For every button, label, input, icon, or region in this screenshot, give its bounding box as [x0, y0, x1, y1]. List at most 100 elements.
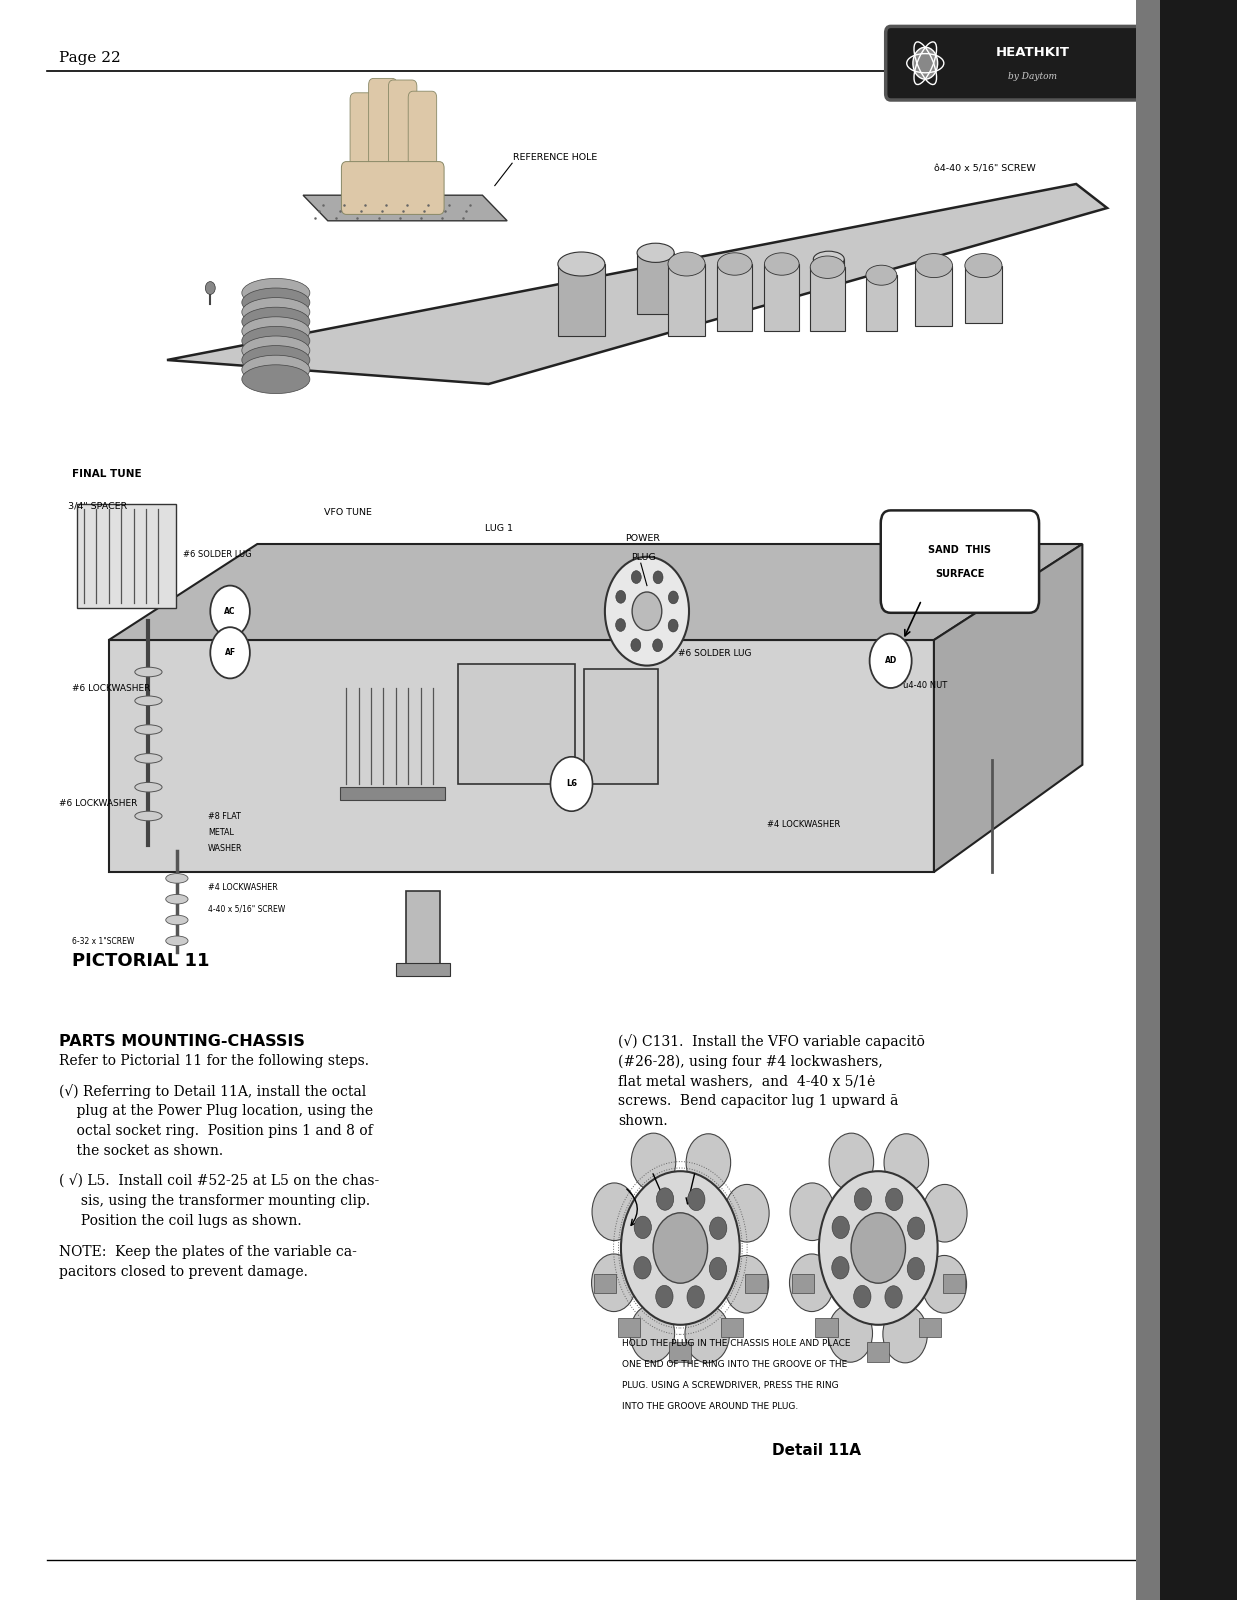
Text: ô4-40 x 5/16" SCREW: ô4-40 x 5/16" SCREW: [934, 165, 1035, 173]
Text: Refer to Pictorial 11 for the following steps.: Refer to Pictorial 11 for the following …: [59, 1053, 370, 1067]
Circle shape: [685, 1306, 730, 1363]
Text: PLUG. USING A SCREWDRIVER, PRESS THE RING: PLUG. USING A SCREWDRIVER, PRESS THE RIN…: [622, 1381, 839, 1390]
Bar: [814, 259, 845, 307]
Circle shape: [653, 638, 663, 651]
Bar: [915, 266, 952, 326]
Bar: [458, 664, 575, 784]
Circle shape: [709, 1258, 726, 1280]
Ellipse shape: [135, 725, 162, 734]
FancyBboxPatch shape: [350, 93, 379, 182]
Text: #8 FLAT: #8 FLAT: [208, 813, 241, 821]
Circle shape: [621, 1171, 740, 1325]
FancyBboxPatch shape: [881, 510, 1039, 613]
Circle shape: [653, 1213, 708, 1283]
Text: REFERENCE HOLE: REFERENCE HOLE: [513, 154, 597, 162]
Bar: [617, 1318, 640, 1338]
Bar: [867, 1342, 889, 1362]
Circle shape: [913, 46, 938, 78]
Polygon shape: [934, 544, 1082, 872]
Ellipse shape: [866, 266, 897, 285]
Text: L6: L6: [567, 779, 576, 789]
Circle shape: [851, 1213, 905, 1283]
Ellipse shape: [810, 256, 845, 278]
Text: (√) Referring to Detail 11A, install the octal: (√) Referring to Detail 11A, install the…: [59, 1085, 366, 1099]
Text: LUG 1: LUG 1: [485, 525, 513, 533]
Circle shape: [210, 586, 250, 637]
Text: Position the coil lugs as shown.: Position the coil lugs as shown.: [59, 1214, 302, 1229]
Ellipse shape: [965, 253, 1002, 277]
Ellipse shape: [241, 326, 309, 355]
Circle shape: [616, 590, 626, 603]
Circle shape: [591, 1254, 636, 1312]
Text: pacitors closed to prevent damage.: pacitors closed to prevent damage.: [59, 1264, 308, 1278]
Text: METAL: METAL: [208, 829, 234, 837]
Ellipse shape: [241, 365, 309, 394]
Circle shape: [907, 1258, 924, 1280]
Circle shape: [656, 1285, 673, 1307]
Circle shape: [631, 638, 641, 651]
FancyBboxPatch shape: [341, 162, 444, 214]
Circle shape: [616, 619, 626, 632]
Text: ( √) L5.  Install coil #52-25 at L5 on the chas-: ( √) L5. Install coil #52-25 at L5 on th…: [59, 1174, 380, 1189]
Ellipse shape: [668, 251, 705, 275]
Bar: [721, 1318, 743, 1338]
Ellipse shape: [166, 915, 188, 925]
Circle shape: [633, 1256, 651, 1278]
Circle shape: [884, 1134, 929, 1192]
Bar: [764, 264, 799, 331]
Circle shape: [635, 1216, 652, 1238]
Polygon shape: [167, 184, 1107, 384]
Text: 4-40 x 5/16" SCREW: 4-40 x 5/16" SCREW: [208, 906, 285, 914]
Text: POWER: POWER: [625, 534, 659, 542]
Circle shape: [725, 1184, 769, 1242]
Circle shape: [883, 1306, 928, 1363]
FancyBboxPatch shape: [388, 80, 417, 173]
Circle shape: [855, 1187, 872, 1210]
Circle shape: [884, 1286, 902, 1309]
Circle shape: [789, 1254, 834, 1312]
Ellipse shape: [135, 782, 162, 792]
Text: 6-32 x 1"SCREW: 6-32 x 1"SCREW: [72, 938, 134, 946]
Ellipse shape: [135, 667, 162, 677]
Bar: [810, 267, 845, 331]
Ellipse shape: [135, 696, 162, 706]
Circle shape: [632, 592, 662, 630]
Text: AD: AD: [884, 656, 897, 666]
Text: PLUG: PLUG: [631, 554, 656, 562]
Circle shape: [790, 1182, 835, 1240]
Bar: [943, 1274, 965, 1293]
Text: FINAL TUNE: FINAL TUNE: [72, 469, 141, 478]
Circle shape: [831, 1256, 849, 1278]
Ellipse shape: [241, 317, 309, 346]
FancyBboxPatch shape: [886, 26, 1149, 99]
Ellipse shape: [241, 355, 309, 384]
Text: #6 LOCKWASHER: #6 LOCKWASHER: [59, 800, 137, 808]
Bar: [77, 504, 176, 608]
Text: AF: AF: [225, 648, 235, 658]
Text: ù4-40 NUT: ù4-40 NUT: [903, 682, 948, 690]
Text: HEATHKIT: HEATHKIT: [996, 46, 1070, 59]
Circle shape: [605, 557, 689, 666]
Text: by Daytom: by Daytom: [1008, 72, 1058, 82]
Bar: [669, 1342, 691, 1362]
Bar: [919, 1318, 941, 1338]
Bar: [594, 1274, 616, 1293]
Circle shape: [653, 571, 663, 584]
Bar: [792, 1274, 814, 1293]
Ellipse shape: [166, 936, 188, 946]
Text: plug at the Power Plug location, using the: plug at the Power Plug location, using t…: [59, 1104, 374, 1118]
Ellipse shape: [135, 811, 162, 821]
Circle shape: [205, 282, 215, 294]
Ellipse shape: [764, 253, 799, 275]
Text: #4 LOCKWASHER: #4 LOCKWASHER: [767, 821, 840, 829]
Circle shape: [631, 1133, 675, 1190]
Circle shape: [687, 1286, 704, 1309]
Ellipse shape: [637, 243, 674, 262]
Bar: [717, 264, 752, 331]
Circle shape: [854, 1285, 871, 1307]
Text: screws.  Bend capacitor lug 1 upward ā: screws. Bend capacitor lug 1 upward ā: [618, 1094, 899, 1109]
Text: SAND  THIS: SAND THIS: [929, 546, 991, 555]
Polygon shape: [303, 195, 507, 221]
Ellipse shape: [241, 336, 309, 365]
Text: shown.: shown.: [618, 1114, 668, 1128]
